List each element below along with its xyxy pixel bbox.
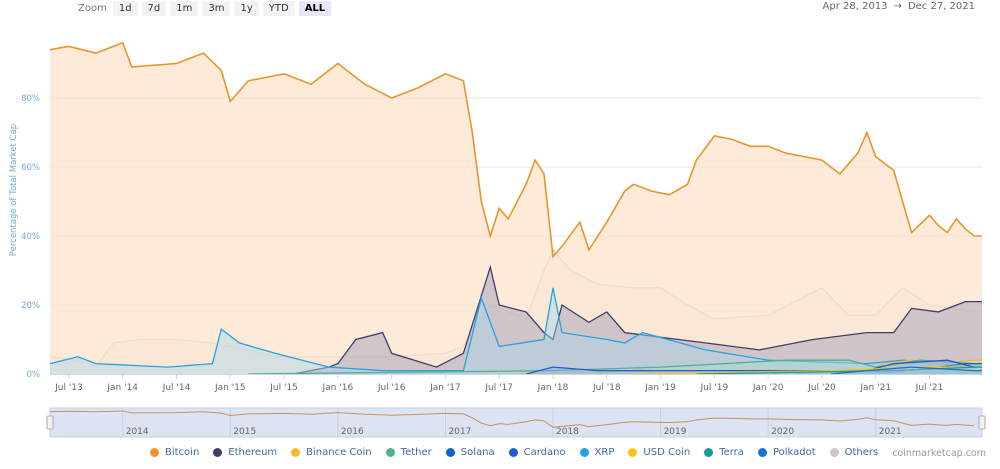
series-line-cardano[interactable] <box>525 359 982 375</box>
x-tick-label: Jan '15 <box>214 383 246 393</box>
x-tick-label: Jan '19 <box>644 383 676 393</box>
navigator-tick-label: 2014 <box>126 427 149 437</box>
legend: Bitcoin Ethereum Binance Coin Tether Solana C… <box>150 447 892 458</box>
x-tick-label: Jul '13 <box>54 383 83 393</box>
navigator-series-line <box>49 410 975 428</box>
zoom-button-all[interactable]: ALL <box>298 0 332 16</box>
legend-item-polkadot[interactable]: Polkadot <box>757 447 816 458</box>
navigator-selection[interactable] <box>49 407 983 438</box>
legend-label: XRP <box>594 447 615 458</box>
legend-item-solana[interactable]: Solana <box>445 447 495 458</box>
legend-label: Terra <box>719 447 744 458</box>
navigator-tick-label: 2020 <box>771 427 794 437</box>
navigator-handle-right[interactable] <box>978 415 986 430</box>
legend-label: Solana <box>460 447 495 458</box>
zoom-button-ytd[interactable]: YTD <box>262 0 295 16</box>
legend-item-xrp[interactable]: XRP <box>579 447 615 458</box>
legend-dot-icon <box>508 448 518 457</box>
legend-dot-icon <box>150 448 159 457</box>
y-tick-label: 80% <box>21 94 40 104</box>
y-tick-label: 20% <box>21 301 40 311</box>
zoom-button-3m[interactable]: 3m <box>202 0 231 16</box>
navigator-handle-left[interactable] <box>46 415 54 430</box>
x-tick-label: Jan '21 <box>859 383 891 393</box>
legend-dot-icon <box>445 448 455 457</box>
range-arrow: → <box>893 1 902 12</box>
x-tick-label: Jul '14 <box>162 383 191 393</box>
range-end[interactable]: Dec 27, 2021 <box>907 1 975 12</box>
x-tick-label: Jul '21 <box>915 383 944 393</box>
legend-label: Binance Coin <box>306 447 372 458</box>
legend-item-ethereum[interactable]: Ethereum <box>213 447 277 458</box>
navigator-tick-label: 2017 <box>448 427 471 437</box>
legend-item-cardano[interactable]: Cardano <box>508 447 566 458</box>
zoom-button-7d[interactable]: 7d <box>141 0 167 16</box>
navigator-tick-label: 2019 <box>664 427 687 437</box>
series-line-xrp[interactable] <box>49 287 982 372</box>
x-tick-label: Jul '18 <box>592 383 621 393</box>
series-area-polkadot <box>830 367 982 374</box>
legend-label: Cardano <box>523 447 566 458</box>
legend-label: USD Coin <box>643 447 691 458</box>
x-tick-label: Jan '18 <box>537 383 569 393</box>
x-tick-label: Jul '17 <box>484 383 513 393</box>
legend-item-usd-coin[interactable]: USD Coin <box>628 447 690 458</box>
y-axis-title: Percentage of Total Market Cap <box>9 124 19 256</box>
legend-label: Others <box>844 447 879 458</box>
legend-dot-icon <box>385 448 395 457</box>
series-area-terra <box>696 367 982 374</box>
legend-dot-icon <box>757 448 767 457</box>
zoom-toolbar: Zoom 1d 7d 1m 3m 1y YTD ALL <box>78 0 332 16</box>
navigator-tick-label: 2015 <box>233 427 256 437</box>
series-line-bitcoin[interactable] <box>49 41 982 259</box>
y-tick-label: 60% <box>21 163 40 173</box>
legend-item-bitcoin[interactable]: Bitcoin <box>150 447 199 458</box>
x-tick-label: Jan '17 <box>429 383 461 393</box>
navigator-tick-label: 2018 <box>556 427 579 437</box>
y-tick-label: 40% <box>21 232 40 242</box>
zoom-button-1m[interactable]: 1m <box>170 0 199 16</box>
x-tick-label: Jul '20 <box>807 383 836 393</box>
legend-item-tether[interactable]: Tether <box>385 447 432 458</box>
x-tick-label: Jan '16 <box>322 383 354 393</box>
legend-item-others[interactable]: Others <box>829 447 879 458</box>
series-line-ethereum[interactable] <box>292 264 982 375</box>
zoom-button-1y[interactable]: 1y <box>234 0 259 16</box>
x-tick-label: Jul '19 <box>700 383 729 393</box>
range-start[interactable]: Apr 28, 2013 <box>822 1 888 12</box>
navigator-tick-label: 2016 <box>341 427 364 437</box>
legend-dot-icon <box>704 448 714 457</box>
legend-dot-icon <box>291 448 301 457</box>
zoom-button-1d[interactable]: 1d <box>112 0 138 16</box>
legend-item-binance-coin[interactable]: Binance Coin <box>291 447 372 458</box>
legend-label: Tether <box>400 447 432 458</box>
legend-dot-icon <box>829 448 839 457</box>
credit-link[interactable]: coinmarketcap.com <box>892 448 986 459</box>
legend-label: Polkadot <box>772 447 816 458</box>
x-tick-label: Jul '15 <box>269 383 298 393</box>
legend-label: Bitcoin <box>165 447 200 458</box>
series-area-ethereum <box>293 267 982 374</box>
series-area-bitcoin <box>50 42 982 375</box>
x-tick-label: Jan '14 <box>106 383 138 393</box>
legend-dot-icon <box>213 448 223 457</box>
zoom-label: Zoom <box>78 2 107 14</box>
navigator-tick-label: 2021 <box>879 427 902 437</box>
x-tick-label: Jul '16 <box>377 383 406 393</box>
legend-dot-icon <box>628 448 638 457</box>
x-tick-label: Jan '20 <box>752 383 784 393</box>
date-range: Apr 28, 2013 → Dec 27, 2021 <box>820 1 978 12</box>
y-tick-label: 0% <box>27 370 41 380</box>
series-area-solana <box>795 363 982 374</box>
legend-label: Ethereum <box>228 447 278 458</box>
legend-item-terra[interactable]: Terra <box>704 447 744 458</box>
legend-dot-icon <box>579 448 589 457</box>
series-line-polkadot[interactable] <box>830 366 982 375</box>
